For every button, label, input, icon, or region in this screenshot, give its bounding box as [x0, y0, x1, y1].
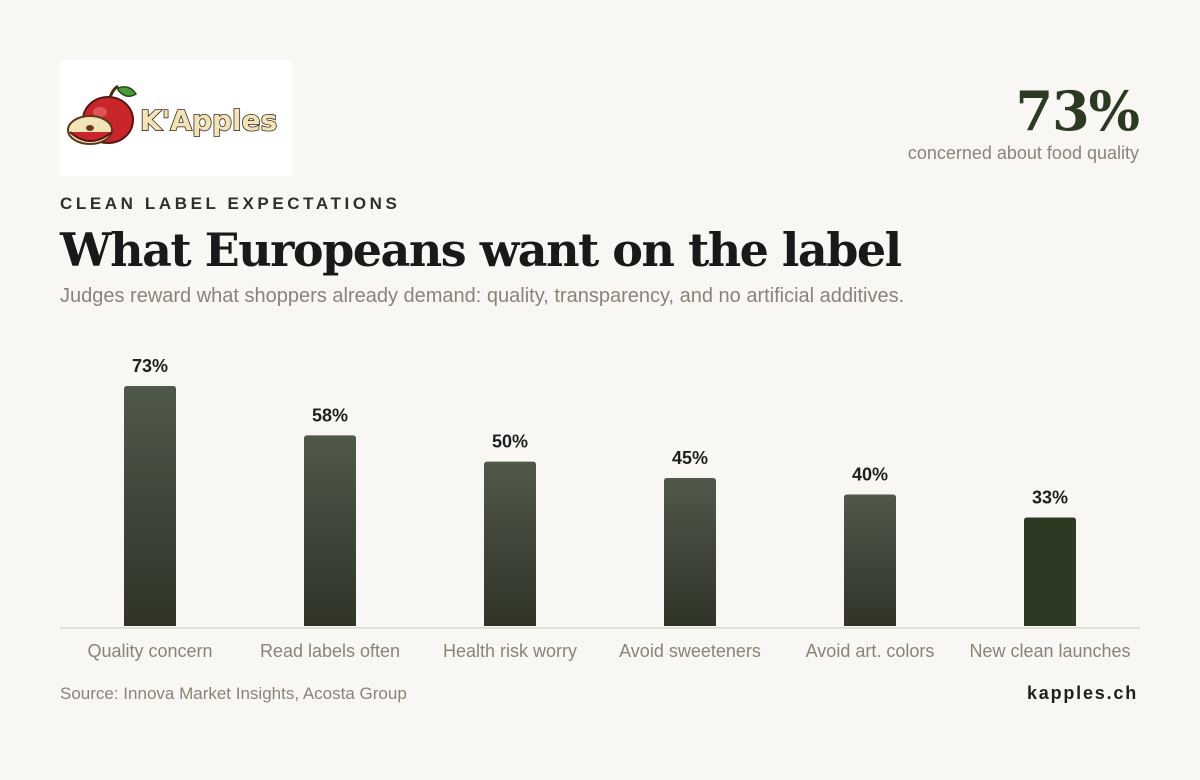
data-label-0: 73% [132, 356, 168, 376]
bar-1 [304, 435, 356, 626]
bar-5 [1024, 517, 1076, 626]
data-label-5: 33% [1032, 488, 1068, 508]
category-label-0: Quality concern [87, 641, 212, 661]
source-note: Source: Innova Market Insights, Acosta G… [60, 684, 407, 703]
category-label-2: Health risk worry [443, 641, 577, 661]
eyebrow-label: CLEAN LABEL EXPECTATIONS [60, 194, 401, 213]
data-label-1: 58% [312, 405, 348, 425]
website-link[interactable]: kapples.ch [1026, 683, 1138, 703]
brand-logo: K'Apples [60, 60, 292, 176]
data-label-3: 45% [672, 448, 708, 468]
category-label-5: New clean launches [969, 641, 1130, 661]
category-label-1: Read labels often [260, 641, 400, 661]
apple-logo-icon: K'Apples [67, 84, 278, 145]
headline-stat: 73% concerned about food quality [907, 79, 1140, 164]
data-label-2: 50% [492, 432, 528, 452]
headline-stat-value: 73% [1015, 79, 1140, 143]
bar-3 [664, 478, 716, 626]
bar-4 [844, 494, 896, 626]
page-subtitle: Judges reward what shoppers already dema… [60, 285, 905, 307]
category-label-3: Avoid sweeteners [619, 641, 761, 661]
bar-2 [484, 461, 536, 626]
page-title: What Europeans want on the label [60, 223, 902, 277]
bar-0 [124, 386, 176, 626]
data-label-4: 40% [852, 464, 888, 484]
headline-stat-caption: concerned about food quality [907, 143, 1139, 163]
category-label-4: Avoid art. colors [806, 641, 935, 661]
logo-wordmark: K'Apples [140, 104, 277, 137]
